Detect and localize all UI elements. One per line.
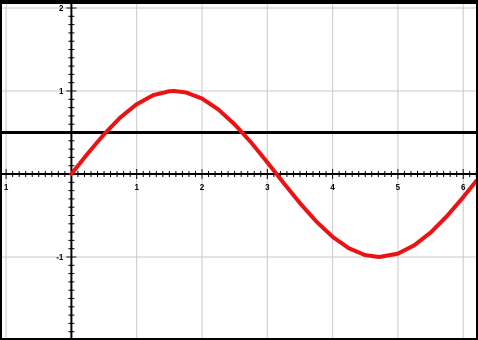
- y-tick-label: -1: [56, 253, 64, 262]
- x-tick-label: 5: [396, 183, 401, 192]
- x-tick-label: 1: [4, 183, 9, 192]
- axis-ticks: [5, 7, 477, 340]
- x-tick-label: 4: [330, 183, 335, 192]
- x-tick-label: 6: [461, 183, 466, 192]
- y-tick-label: 1: [59, 87, 64, 96]
- series-line: [69, 89, 478, 259]
- tick-labels: 1 1 2 3 4 5 6 2 1 -1: [4, 4, 466, 262]
- x-tick-label: 1: [134, 183, 139, 192]
- x-tick-label: 3: [265, 183, 270, 192]
- series-group: [69, 89, 478, 259]
- x-tick-label: 2: [200, 183, 205, 192]
- y-tick-label: 2: [59, 4, 64, 13]
